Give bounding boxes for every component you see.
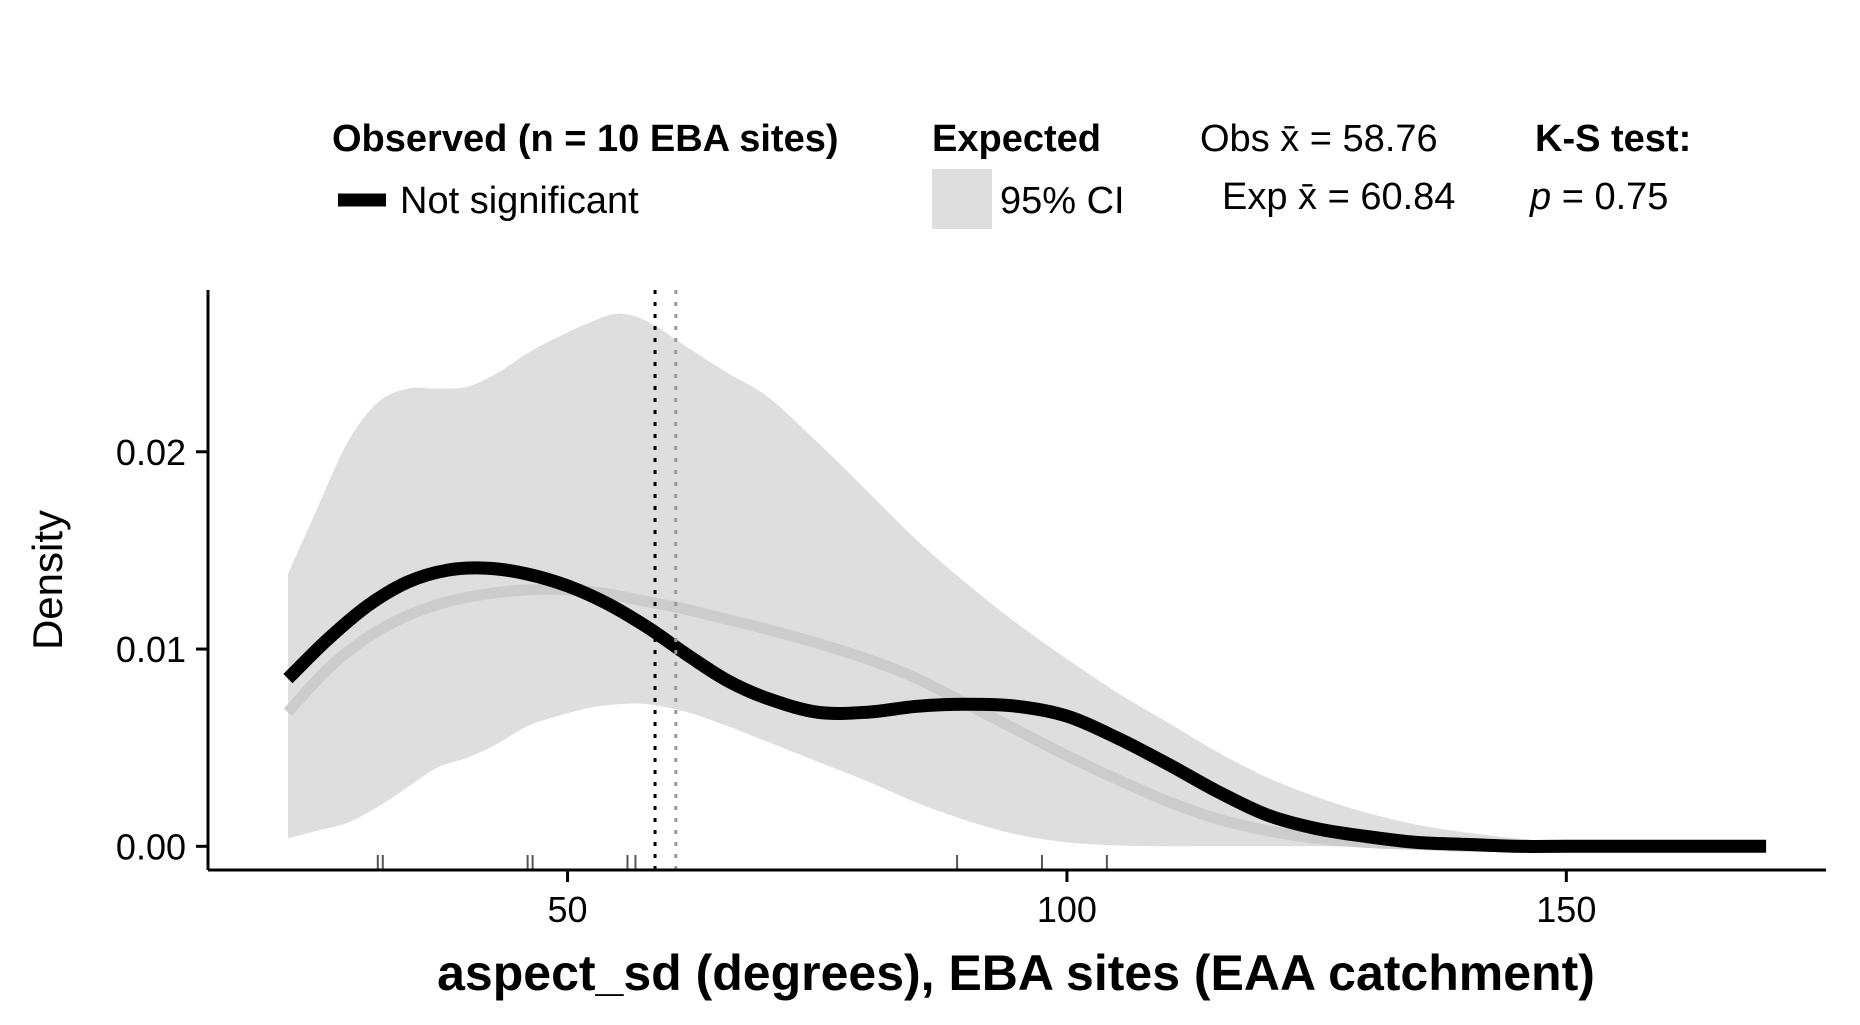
y-axis-title: Density — [24, 510, 71, 650]
legend-observed-title: Observed (n = 10 EBA sites) — [332, 118, 839, 160]
ci-band-group — [287, 313, 1767, 847]
ks-p-label: p = 0.75 — [1529, 176, 1668, 218]
x-tick-label: 150 — [1536, 889, 1596, 930]
observed-density-line — [283, 561, 1767, 853]
y-tick-label: 0.00 — [116, 826, 186, 867]
x-tick-label: 100 — [1037, 889, 1097, 930]
ks-p-value: = 0.75 — [1551, 176, 1668, 218]
y-tick-label: 0.02 — [116, 432, 186, 473]
legend-observed-item: Not significant — [400, 180, 639, 222]
ks-test-title: K-S test: — [1535, 118, 1691, 160]
mean-lines-group — [653, 290, 678, 870]
legend-expected-title: Expected — [932, 118, 1101, 160]
obs-mean-label: Obs x̄ = 58.76 — [1200, 118, 1438, 160]
y-tick-label: 0.01 — [116, 629, 186, 670]
ci-band — [287, 313, 1767, 847]
ks-p-symbol: p — [1529, 176, 1551, 218]
axes-group: 0.00 0.01 0.02 50 100 150 — [116, 290, 1826, 930]
rug-group — [376, 855, 1108, 870]
exp-mean-label: Exp x̄ = 60.84 — [1222, 176, 1455, 218]
series-group — [283, 561, 1767, 853]
legend-ci-swatch — [932, 169, 992, 229]
x-axis-title: aspect_sd (degrees), EBA sites (EAA catc… — [437, 945, 1595, 1001]
x-tick-label: 50 — [548, 889, 588, 930]
legend-ci-item: 95% CI — [1000, 180, 1125, 222]
